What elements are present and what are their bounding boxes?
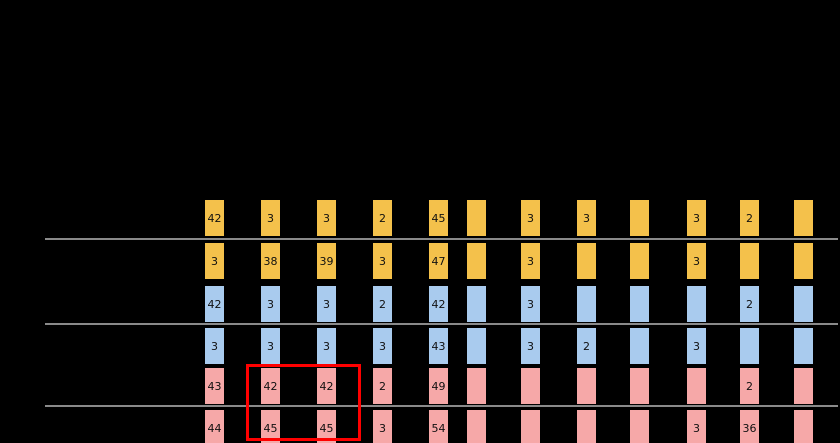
value-cell	[794, 200, 813, 236]
value-cell	[630, 200, 649, 236]
value-cell	[577, 410, 596, 443]
value-cell: 39	[317, 243, 336, 279]
value-cell: 42	[205, 286, 224, 322]
value-cell: 38	[261, 243, 280, 279]
value-cell	[467, 368, 486, 404]
value-cell: 3	[261, 328, 280, 364]
value-cell: 3	[373, 328, 392, 364]
value-cell: 43	[205, 368, 224, 404]
value-cell: 3	[317, 200, 336, 236]
value-cell	[521, 410, 540, 443]
value-cell	[467, 243, 486, 279]
value-cell: 3	[205, 243, 224, 279]
value-cell	[467, 200, 486, 236]
value-cell	[630, 368, 649, 404]
value-cell: 43	[429, 328, 448, 364]
value-cell: 2	[577, 328, 596, 364]
value-cell	[630, 410, 649, 443]
value-cell: 3	[687, 200, 706, 236]
value-cell	[577, 243, 596, 279]
value-cell: 3	[687, 328, 706, 364]
value-cell	[687, 286, 706, 322]
value-cell: 3	[317, 286, 336, 322]
axis-line-1	[45, 238, 838, 240]
value-cell: 3	[687, 410, 706, 443]
value-cell: 3	[687, 243, 706, 279]
value-cell: 45	[429, 200, 448, 236]
value-cell: 3	[205, 328, 224, 364]
value-cell	[794, 410, 813, 443]
value-cell	[630, 286, 649, 322]
value-cell: 47	[429, 243, 448, 279]
value-cell: 3	[261, 200, 280, 236]
value-cell: 42	[205, 200, 224, 236]
value-cell	[740, 243, 759, 279]
value-cell: 3	[521, 328, 540, 364]
value-cell	[467, 286, 486, 322]
value-cell	[577, 368, 596, 404]
value-cell	[687, 368, 706, 404]
value-cell	[467, 410, 486, 443]
value-cell: 2	[740, 368, 759, 404]
value-cell: 2	[740, 200, 759, 236]
value-cell: 49	[429, 368, 448, 404]
value-cell: 42	[261, 368, 280, 404]
value-cell: 2	[373, 200, 392, 236]
value-cell	[794, 243, 813, 279]
value-cell: 3	[521, 200, 540, 236]
value-cell	[630, 243, 649, 279]
value-cell	[740, 328, 759, 364]
value-cell: 3	[577, 200, 596, 236]
value-cell	[467, 328, 486, 364]
value-cell: 3	[317, 328, 336, 364]
value-cell	[630, 328, 649, 364]
value-cell: 3	[373, 410, 392, 443]
value-cell	[794, 286, 813, 322]
axis-line-3	[45, 405, 838, 407]
value-cell: 42	[317, 368, 336, 404]
value-cell: 36	[740, 410, 759, 443]
value-cell	[577, 286, 596, 322]
value-cell	[794, 368, 813, 404]
value-cell	[794, 328, 813, 364]
value-cell: 3	[521, 286, 540, 322]
value-cell: 54	[429, 410, 448, 443]
value-cell: 3	[521, 243, 540, 279]
value-cell: 2	[373, 286, 392, 322]
value-cell: 44	[205, 410, 224, 443]
value-cell: 2	[740, 286, 759, 322]
value-cell: 42	[429, 286, 448, 322]
axis-line-2	[45, 323, 838, 325]
value-cell	[521, 368, 540, 404]
value-cell: 45	[261, 410, 280, 443]
value-cell: 45	[317, 410, 336, 443]
highlight-box	[246, 364, 361, 441]
value-cell: 2	[373, 368, 392, 404]
value-cell: 3	[261, 286, 280, 322]
value-cell: 3	[373, 243, 392, 279]
